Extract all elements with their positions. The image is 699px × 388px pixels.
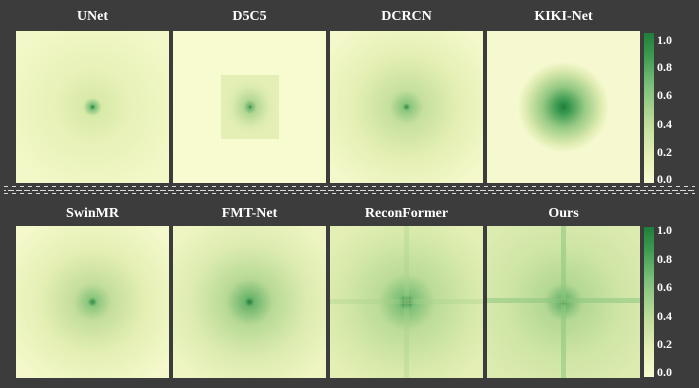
colorbar-bottom-tick: 0.6 xyxy=(657,280,672,294)
colorbar-top-tick: 0.8 xyxy=(657,60,672,74)
row-divider xyxy=(4,185,695,195)
heatmap-fmt-net xyxy=(173,226,326,378)
colorbar-top-tick: 0.2 xyxy=(657,145,672,159)
colorbar-bottom-tick: 0.2 xyxy=(657,337,672,351)
heatmap-unet xyxy=(16,31,169,183)
title-reconformer: ReconFormer xyxy=(364,206,449,221)
heatmap-reconformer xyxy=(330,226,483,378)
colorbar-top-tick: 0.0 xyxy=(657,172,672,186)
heatmap-ours xyxy=(487,226,640,378)
colorbar-bottom-tick: 0.0 xyxy=(657,365,672,379)
colorbar-top xyxy=(644,33,654,183)
colorbar-bottom-tick: 1.0 xyxy=(657,223,672,237)
colorbar-top-tick: 0.6 xyxy=(657,88,672,102)
colorbar-bottom xyxy=(644,227,654,377)
title-d5c5: D5C5 xyxy=(232,9,267,24)
heatmap-d5c5 xyxy=(173,31,326,183)
heatmap-dcrcn xyxy=(330,31,483,183)
title-fmt-net: FMT-Net xyxy=(221,206,278,221)
colorbar-bottom-tick: 0.8 xyxy=(657,252,672,266)
colorbar-top-tick: 1.0 xyxy=(657,33,672,47)
colorbar-bottom-tick: 0.4 xyxy=(657,309,672,323)
colorbar-top-tick: 0.4 xyxy=(657,117,672,131)
title-dcrcn: DCRCN xyxy=(381,9,432,24)
heatmap-swinmr xyxy=(16,226,169,378)
title-ours: Ours xyxy=(548,206,579,221)
title-unet: UNet xyxy=(76,9,109,24)
title-kiki-net: KIKI-Net xyxy=(534,9,593,24)
heatmap-kiki-net xyxy=(487,31,640,183)
title-swinmr: SwinMR xyxy=(66,206,119,221)
